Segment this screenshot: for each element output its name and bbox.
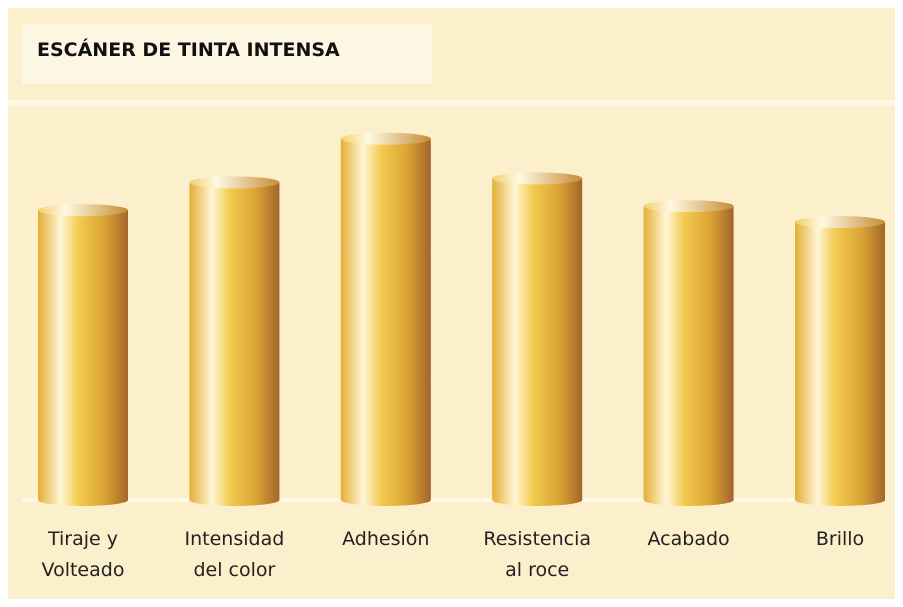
bar-body (38, 210, 128, 500)
bar (643, 200, 734, 506)
x-tick-label: Brillo (815, 528, 865, 550)
bar-body (795, 222, 885, 500)
bar-cap (795, 216, 885, 229)
baseline (22, 498, 882, 502)
x-tick-label: Tiraje y Volteado (41, 528, 125, 581)
x-tick-label: Intensidad del color (184, 528, 285, 581)
bar (189, 176, 280, 506)
bar-body (643, 206, 734, 500)
top-rule (8, 100, 895, 106)
bar-cap (340, 132, 431, 145)
x-tick-label: Adhesión (342, 528, 430, 550)
title-box (22, 24, 432, 84)
bar-cap (492, 172, 583, 185)
x-tick-label: Acabado (647, 528, 730, 550)
x-tick-label: Resistencia al roce (483, 528, 592, 581)
bar (38, 204, 128, 506)
bar-body (492, 178, 583, 500)
chart-title: ESCÁNER DE TINTA INTENSA (37, 39, 340, 61)
bar (340, 132, 431, 506)
bar-cap (643, 200, 734, 213)
bar (492, 172, 583, 506)
bar-body (340, 138, 431, 501)
bar-cap (38, 204, 128, 217)
bar-cap (189, 176, 280, 189)
bar-body (189, 182, 280, 500)
bar (795, 216, 885, 506)
